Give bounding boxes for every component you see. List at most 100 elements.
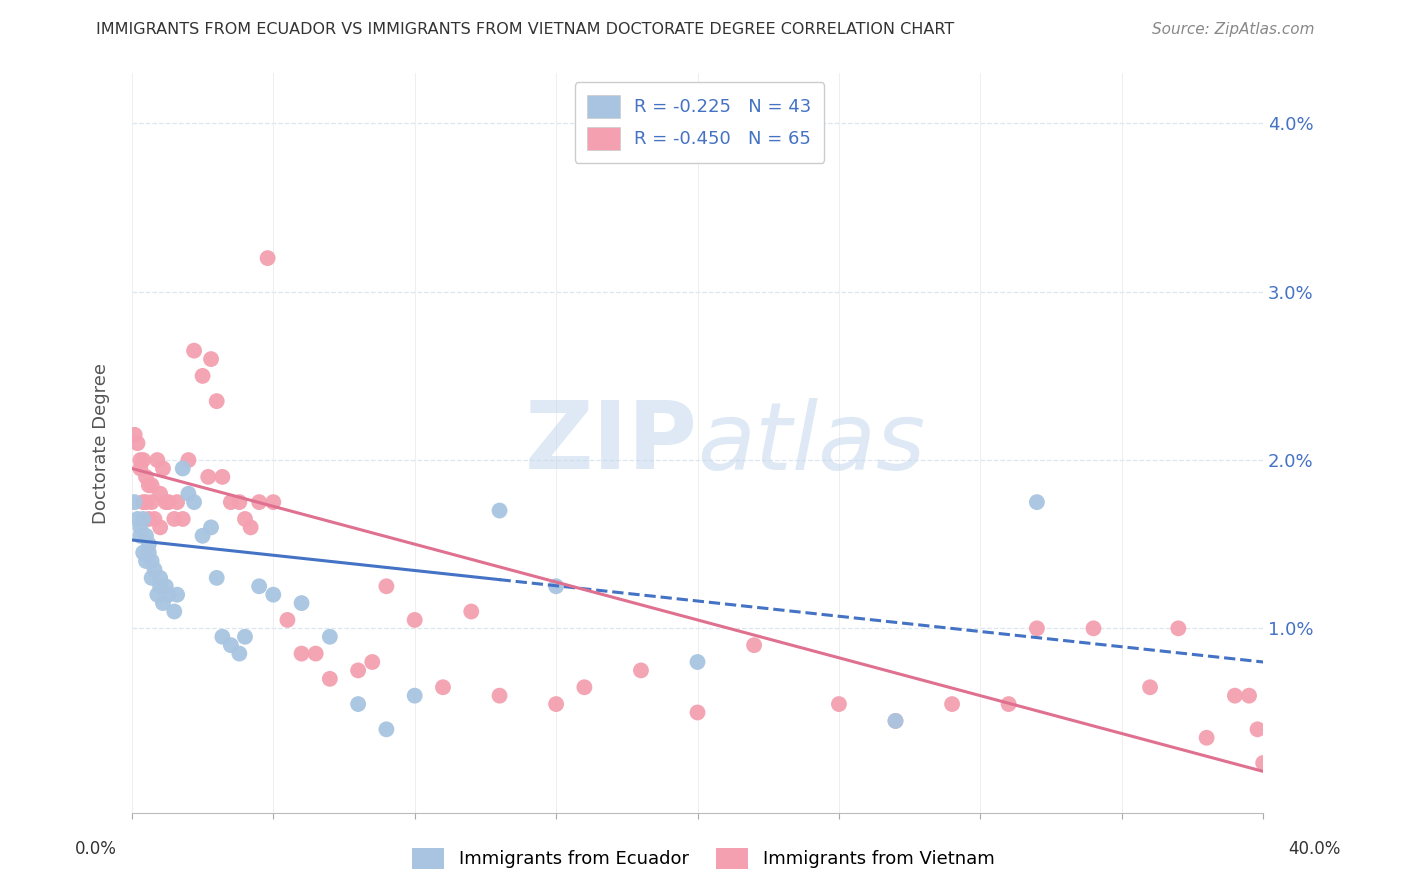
Point <box>1025 621 1047 635</box>
Point <box>219 638 242 652</box>
Point <box>404 689 426 703</box>
Point <box>941 697 963 711</box>
Y-axis label: Doctorate Degree: Doctorate Degree <box>93 363 110 524</box>
Point <box>172 461 194 475</box>
Point <box>141 478 163 492</box>
Point <box>152 596 174 610</box>
Point <box>172 512 194 526</box>
Text: 40.0%: 40.0% <box>1288 840 1341 858</box>
Point <box>290 647 312 661</box>
Point <box>290 596 312 610</box>
Point <box>157 495 180 509</box>
Point <box>276 613 298 627</box>
Point <box>347 697 370 711</box>
Point <box>155 579 177 593</box>
Point <box>262 495 284 509</box>
Point <box>141 495 163 509</box>
Point <box>129 520 152 534</box>
Point <box>884 714 907 728</box>
Point <box>319 672 342 686</box>
Point <box>460 605 482 619</box>
Point <box>138 512 160 526</box>
Point <box>742 638 765 652</box>
Point <box>155 495 177 509</box>
Point <box>163 512 186 526</box>
Point <box>124 427 146 442</box>
Point <box>305 647 328 661</box>
Point <box>132 453 155 467</box>
Point <box>132 495 155 509</box>
Legend: Immigrants from Ecuador, Immigrants from Vietnam: Immigrants from Ecuador, Immigrants from… <box>405 840 1001 876</box>
Point <box>132 546 155 560</box>
Point <box>205 394 228 409</box>
Point <box>143 562 166 576</box>
Point <box>1223 689 1246 703</box>
Point <box>686 706 709 720</box>
Point <box>488 503 510 517</box>
Point <box>183 495 205 509</box>
Point <box>488 689 510 703</box>
Point <box>1246 723 1268 737</box>
Point <box>205 571 228 585</box>
Point <box>183 343 205 358</box>
Point <box>1167 621 1189 635</box>
Point <box>228 495 250 509</box>
Point <box>141 571 163 585</box>
Text: atlas: atlas <box>697 398 925 489</box>
Point <box>228 647 250 661</box>
Point <box>146 453 169 467</box>
Point <box>135 495 157 509</box>
Point <box>219 495 242 509</box>
Point <box>1251 756 1274 770</box>
Point <box>828 697 851 711</box>
Point <box>141 554 163 568</box>
Point <box>157 588 180 602</box>
Point <box>132 512 155 526</box>
Point <box>546 579 568 593</box>
Point <box>152 461 174 475</box>
Point <box>1083 621 1105 635</box>
Point <box>319 630 342 644</box>
Text: ZIP: ZIP <box>524 397 697 489</box>
Point <box>375 723 398 737</box>
Point <box>149 579 172 593</box>
Point <box>630 664 652 678</box>
Point <box>166 495 188 509</box>
Point <box>361 655 384 669</box>
Point <box>177 486 200 500</box>
Point <box>135 470 157 484</box>
Point <box>124 495 146 509</box>
Point <box>129 453 152 467</box>
Point <box>233 630 256 644</box>
Point <box>1195 731 1218 745</box>
Point <box>127 436 149 450</box>
Point <box>200 520 222 534</box>
Point <box>1025 495 1047 509</box>
Point <box>256 251 278 265</box>
Point <box>149 486 172 500</box>
Point <box>166 588 188 602</box>
Point <box>143 512 166 526</box>
Point <box>138 478 160 492</box>
Text: Source: ZipAtlas.com: Source: ZipAtlas.com <box>1152 22 1315 37</box>
Point <box>884 714 907 728</box>
Legend: R = -0.225   N = 43, R = -0.450   N = 65: R = -0.225 N = 43, R = -0.450 N = 65 <box>575 82 824 162</box>
Point <box>574 680 596 694</box>
Point <box>233 512 256 526</box>
Point <box>211 630 233 644</box>
Point <box>432 680 454 694</box>
Point <box>262 588 284 602</box>
Text: IMMIGRANTS FROM ECUADOR VS IMMIGRANTS FROM VIETNAM DOCTORATE DEGREE CORRELATION : IMMIGRANTS FROM ECUADOR VS IMMIGRANTS FR… <box>96 22 953 37</box>
Point <box>138 537 160 551</box>
Text: 0.0%: 0.0% <box>75 840 117 858</box>
Point <box>404 613 426 627</box>
Point <box>997 697 1019 711</box>
Point <box>127 512 149 526</box>
Point <box>197 470 219 484</box>
Point <box>177 453 200 467</box>
Point <box>211 470 233 484</box>
Point <box>135 554 157 568</box>
Point <box>149 571 172 585</box>
Point <box>375 579 398 593</box>
Point <box>239 520 262 534</box>
